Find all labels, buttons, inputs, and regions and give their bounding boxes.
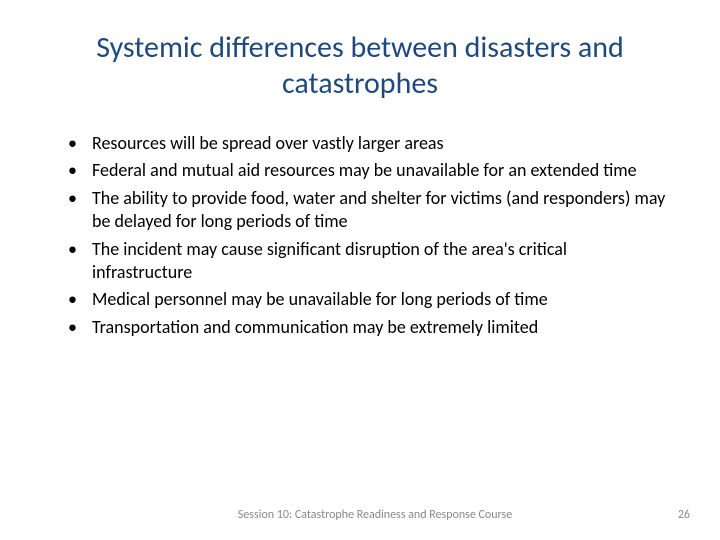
bullet-item: Medical personnel may be unavailable for… [68, 288, 670, 311]
footer-text: Session 10: Catastrophe Readiness and Re… [30, 508, 660, 522]
slide-container: Systemic differences between disasters a… [0, 0, 720, 540]
bullet-item: The incident may cause significant disru… [68, 238, 670, 285]
bullet-list: Resources will be spread over vastly lar… [50, 132, 670, 339]
page-number: 26 [660, 508, 690, 522]
bullet-item: Federal and mutual aid resources may be … [68, 159, 670, 182]
slide-footer: Session 10: Catastrophe Readiness and Re… [0, 508, 720, 522]
bullet-item: Transportation and communication may be … [68, 316, 670, 339]
bullet-item: The ability to provide food, water and s… [68, 187, 670, 234]
bullet-item: Resources will be spread over vastly lar… [68, 132, 670, 155]
slide-title: Systemic differences between disasters a… [50, 30, 670, 102]
